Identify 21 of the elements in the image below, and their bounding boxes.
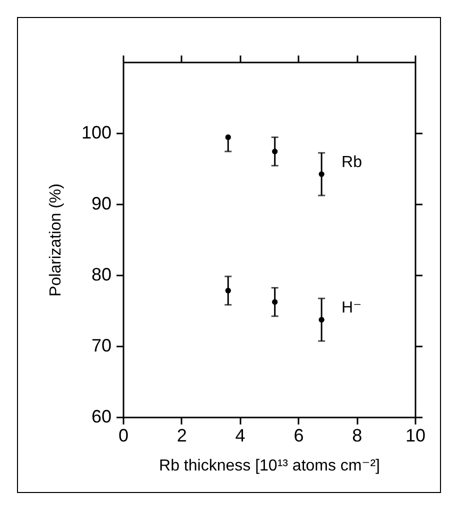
point <box>318 316 324 323</box>
y-axis-title: Polarization (%) <box>47 184 64 296</box>
series-label: H⁻ <box>342 300 362 317</box>
y-tick-label: 70 <box>91 336 112 356</box>
point <box>272 299 278 305</box>
x-axis-title: Rb thickness [10¹³ atoms cm⁻²] <box>159 458 380 474</box>
x-tick-label: 2 <box>176 426 187 446</box>
x-tick-label: 0 <box>118 426 129 446</box>
x-tick-label: 6 <box>294 426 304 446</box>
y-tick-label: 60 <box>91 406 112 426</box>
series-label: Rb <box>342 154 362 172</box>
y-tick-label: 100 <box>81 122 112 142</box>
point <box>225 288 231 294</box>
point <box>225 134 231 140</box>
point <box>318 171 324 177</box>
x-tick-label: 10 <box>405 426 426 446</box>
y-tick-label: 80 <box>91 264 112 284</box>
point <box>272 148 278 154</box>
x-tick-label: 8 <box>352 426 362 446</box>
x-tick-label: 4 <box>235 426 246 446</box>
y-tick-label: 90 <box>91 194 112 214</box>
